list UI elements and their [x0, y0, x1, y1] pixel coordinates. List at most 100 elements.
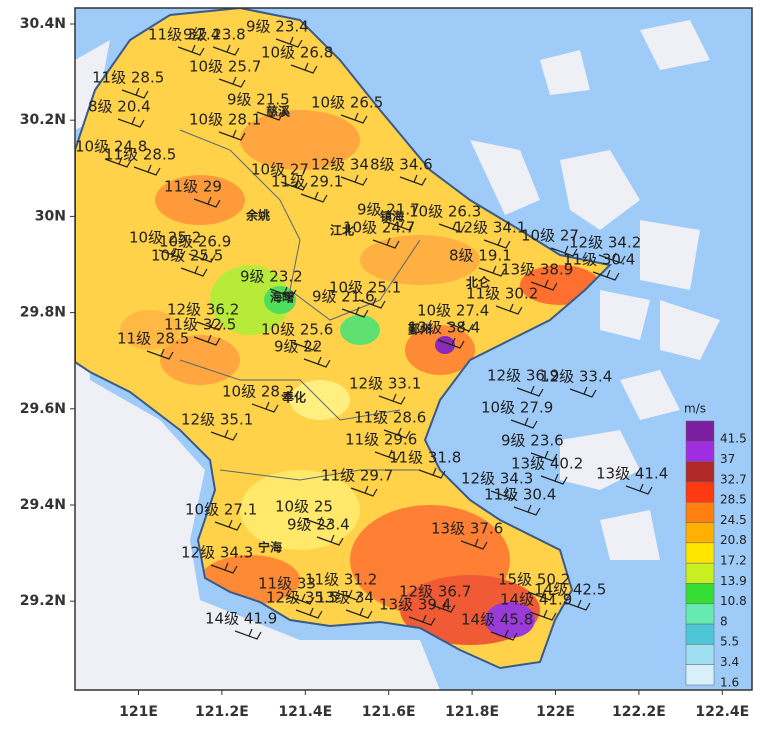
axes: 121E 121.2E 121.4E 121.6E 121.8E 122E 122.2E 12… — [20, 16, 749, 720]
wind-barb — [193, 196, 221, 208]
station-label: 12级 34.2 — [569, 234, 641, 252]
station-label: 10级 28.1 — [189, 111, 261, 129]
legend-swatch — [685, 501, 715, 523]
station-label: 10级 26.8 — [261, 44, 333, 62]
wind-barb — [104, 156, 132, 168]
x-tick-label: 121.8E — [445, 704, 499, 720]
station-label: 11级 28.5 — [92, 69, 164, 87]
legend-swatch — [685, 562, 715, 584]
wind-barb — [399, 174, 427, 186]
wind-barb — [290, 62, 318, 74]
legend-swatch — [685, 603, 715, 625]
station-label: 9级 21.5 — [227, 91, 290, 109]
wind-barb — [490, 488, 518, 500]
wind-barb — [408, 614, 436, 626]
wind-barb — [218, 76, 246, 88]
station-label: 14级 41.9 — [205, 610, 277, 628]
station-label: 11级 29 — [164, 178, 222, 196]
station-label: 13级 38.9 — [501, 261, 573, 279]
legend-swatch — [685, 644, 715, 665]
station-label: 10级 26.9 — [159, 233, 231, 251]
wind-barb — [550, 245, 578, 257]
y-tick-label: 30N — [35, 208, 66, 224]
station-label: 9级 23.4 — [287, 516, 350, 534]
legend-label: 41.5 — [720, 432, 747, 446]
station-label: 10级 25.6 — [261, 321, 333, 339]
legend-label: 13.9 — [720, 574, 747, 588]
x-tick-label: 122.4E — [695, 704, 749, 720]
station-label: 9级 21.7 — [357, 201, 420, 219]
station-label: 11级 28.5 — [117, 330, 189, 348]
place-label: 鄞州 — [408, 322, 432, 337]
wind-barb — [193, 334, 221, 346]
legend-label: 32.7 — [720, 472, 747, 486]
wind-barb — [598, 252, 626, 264]
station-label: 15级 50.2 — [498, 571, 570, 589]
legend-label: 10.8 — [720, 594, 747, 608]
station-label: 12级 34.3 — [461, 470, 533, 488]
wind-barb — [527, 589, 555, 601]
place-label: 奉化 — [281, 390, 306, 405]
station-label: 10级 27.4 — [417, 302, 489, 320]
wind-barb — [563, 599, 591, 611]
legend-swatch — [685, 583, 715, 605]
station-label: 10级 25 — [275, 498, 333, 516]
station-label: 12级 33.1 — [349, 375, 421, 393]
station-label: 14级 45.8 — [461, 611, 533, 629]
station-label: 11级 29.1 — [271, 173, 343, 191]
station-label: 10级 25.5 — [151, 247, 223, 265]
station-label: 11级 30.4 — [484, 486, 556, 504]
y-tick-label: 30.2N — [20, 112, 66, 128]
place-label: 海曙 — [270, 290, 294, 305]
station-label: 8级 34.6 — [370, 156, 433, 174]
wind-barb — [510, 417, 538, 429]
legend-label: 24.5 — [720, 513, 747, 527]
wind-barb — [269, 286, 297, 298]
station-label: 13级 34 — [316, 589, 374, 607]
legend-swatch — [685, 623, 715, 645]
wind-barb — [374, 449, 402, 461]
station-label: 11级 31.2 — [305, 571, 377, 589]
station-label: 10级 27 — [251, 161, 309, 179]
county-borders — [179, 129, 421, 481]
wind-barb — [210, 562, 238, 574]
legend-label: 37 — [720, 452, 735, 466]
y-tick-label: 29.8N — [20, 305, 66, 321]
station-label: 12级 36.9 — [487, 367, 559, 385]
station-label: 12级 35.1 — [181, 411, 253, 429]
station-label: 14级 41.9 — [500, 591, 572, 609]
legend-swatch — [685, 481, 715, 503]
station-label: 13级 37.6 — [431, 520, 503, 538]
wind-barb — [340, 174, 368, 186]
y-tick-label: 29.2N — [20, 593, 66, 609]
y-tick-label: 29.4N — [20, 497, 66, 513]
wind-barb — [569, 386, 597, 398]
station-label: 8级 20.4 — [88, 98, 151, 116]
wind-barb — [287, 593, 315, 605]
station-label: 9级 22 — [274, 338, 322, 356]
place-label: 余姚 — [245, 208, 270, 223]
place-label: 北仑 — [466, 275, 491, 290]
wind-barb — [251, 401, 279, 413]
station-label: 13级 40.2 — [511, 455, 583, 473]
x-tick-label: 121.4E — [278, 704, 332, 720]
station-label: 11级 30.2 — [466, 285, 538, 303]
wind-barb — [133, 164, 161, 176]
legend-label: 20.8 — [720, 533, 747, 547]
y-tick-label: 29.6N — [20, 401, 66, 417]
place-label: 镇海 — [380, 209, 404, 224]
station-label: 10级 24.8 — [75, 138, 147, 156]
legend-label: 8 — [720, 614, 728, 628]
wind-barb — [212, 44, 240, 56]
wind-barb — [372, 237, 400, 249]
wind-barb — [495, 303, 523, 315]
station-label: 13级 41.4 — [596, 465, 668, 483]
wind-barb — [196, 319, 224, 331]
station-label: 10级 24.7 — [343, 219, 415, 237]
station-label: 11级 29.6 — [345, 431, 417, 449]
station-label: 12级 35.5 — [266, 589, 338, 607]
wind-barb — [428, 601, 456, 613]
station-label: 9级 23.4 — [246, 18, 309, 36]
